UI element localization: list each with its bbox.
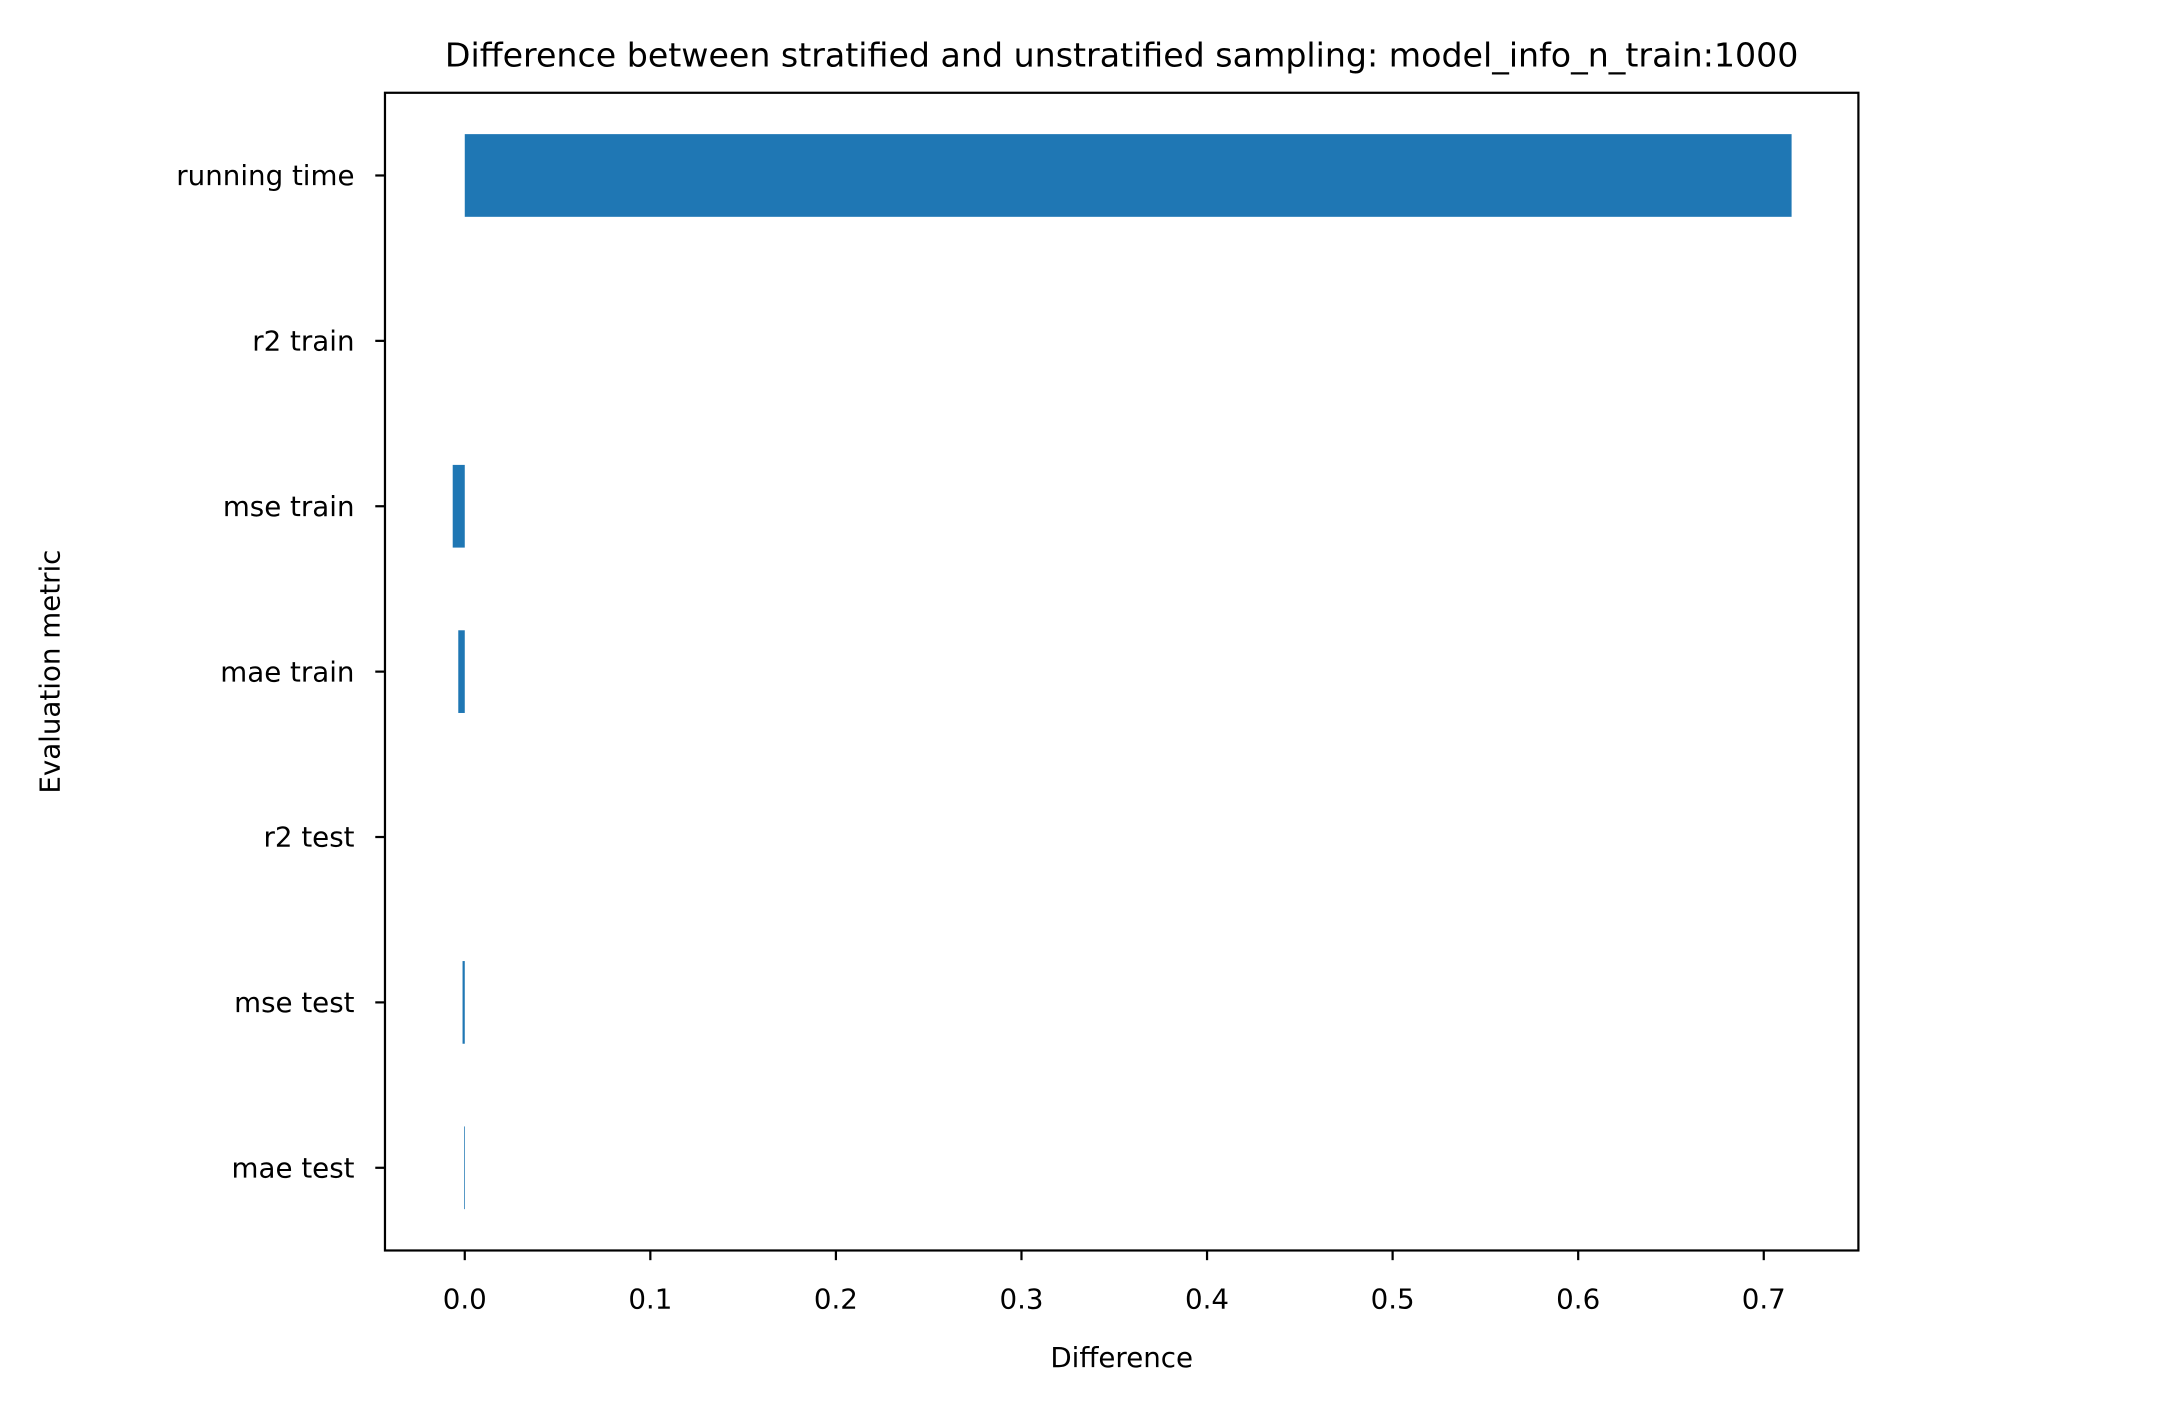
y-tick-label: mae train: [220, 655, 354, 688]
x-tick-label: 0.2: [814, 1283, 858, 1316]
bars: [452, 134, 1792, 1210]
y-tick-label: r2 train: [252, 325, 354, 358]
x-tick-label: 0.4: [1185, 1283, 1229, 1316]
chart-title: Difference between stratified and unstra…: [445, 35, 1799, 74]
y-axis-label: Evaluation metric: [34, 550, 67, 794]
y-ticks: running time r2 train mse train mae train r2…: [176, 159, 385, 1184]
y-tick-label: running time: [176, 159, 354, 192]
bar-mse-test: [462, 961, 465, 1044]
x-tick-label: 0.3: [999, 1283, 1043, 1316]
bar-running-time: [464, 134, 1792, 217]
x-tick-label: 0.7: [1742, 1283, 1786, 1316]
y-tick-label: mse test: [234, 986, 355, 1019]
bar-mae-train: [458, 630, 465, 713]
y-tick-label: mae test: [232, 1151, 355, 1184]
x-tick-label: 0.6: [1556, 1283, 1600, 1316]
x-tick-label: 0.1: [628, 1283, 672, 1316]
y-tick-label: r2 test: [264, 821, 355, 854]
bar-mse-train: [452, 464, 465, 548]
bar-mae-test: [464, 1126, 465, 1210]
y-tick-label: mse train: [223, 490, 355, 523]
x-ticks: 0.0 0.1 0.2 0.3 0.4 0.5 0.6 0.7: [443, 1250, 1786, 1316]
x-tick-label: 0.5: [1371, 1283, 1415, 1316]
x-axis-label: Difference: [1050, 1341, 1193, 1374]
x-tick-label: 0.0: [443, 1283, 487, 1316]
